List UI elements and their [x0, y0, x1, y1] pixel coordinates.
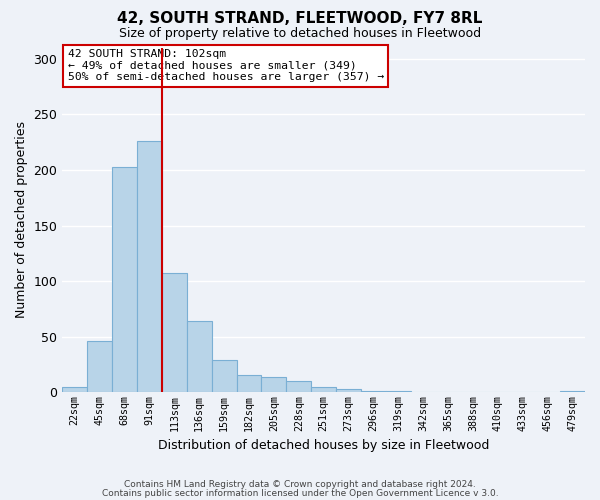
Bar: [87, 341, 112, 392]
Bar: [336, 389, 361, 392]
Bar: [62, 387, 87, 392]
Bar: [137, 141, 162, 393]
Text: 42, SOUTH STRAND, FLEETWOOD, FY7 8RL: 42, SOUTH STRAND, FLEETWOOD, FY7 8RL: [118, 11, 482, 26]
Bar: [286, 382, 311, 392]
Text: Contains HM Land Registry data © Crown copyright and database right 2024.: Contains HM Land Registry data © Crown c…: [124, 480, 476, 489]
Y-axis label: Number of detached properties: Number of detached properties: [15, 122, 28, 318]
Text: Contains public sector information licensed under the Open Government Licence v : Contains public sector information licen…: [101, 488, 499, 498]
Text: Size of property relative to detached houses in Fleetwood: Size of property relative to detached ho…: [119, 28, 481, 40]
Bar: [162, 274, 187, 392]
Bar: [187, 321, 212, 392]
Text: 42 SOUTH STRAND: 102sqm
← 49% of detached houses are smaller (349)
50% of semi-d: 42 SOUTH STRAND: 102sqm ← 49% of detache…: [68, 49, 384, 82]
Bar: [212, 360, 236, 392]
Bar: [311, 387, 336, 392]
Bar: [112, 166, 137, 392]
Bar: [236, 374, 262, 392]
Bar: [262, 377, 286, 392]
X-axis label: Distribution of detached houses by size in Fleetwood: Distribution of detached houses by size …: [158, 440, 490, 452]
